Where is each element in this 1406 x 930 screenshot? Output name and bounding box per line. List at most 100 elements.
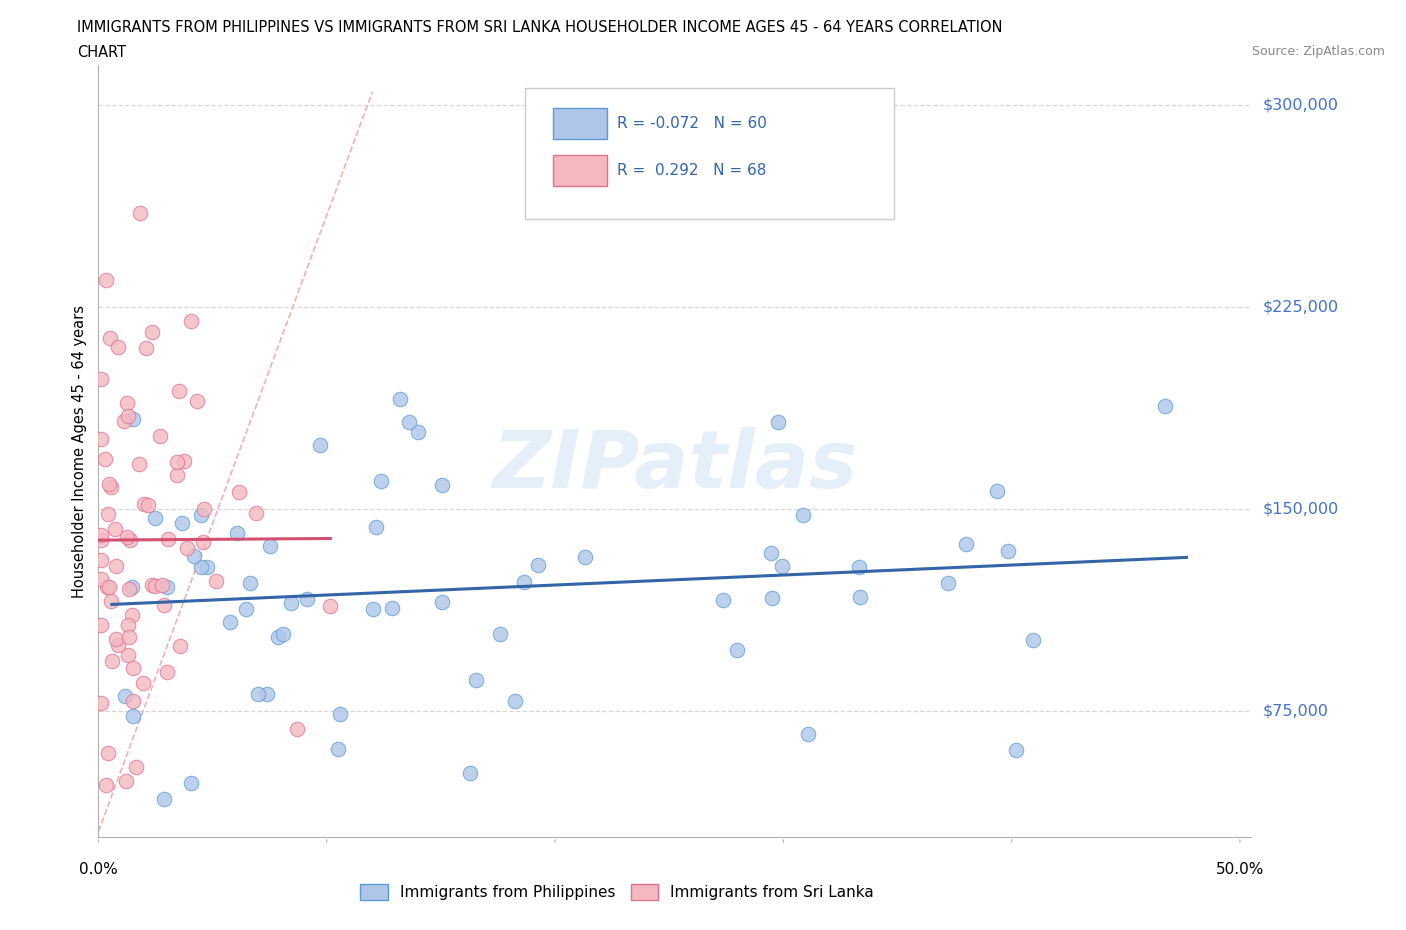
Point <box>527 558 550 573</box>
Point <box>193 535 215 550</box>
Point <box>247 686 270 701</box>
Point <box>1154 399 1177 414</box>
Point <box>122 412 145 427</box>
Point <box>205 574 228 589</box>
Point <box>235 601 257 616</box>
Point <box>458 765 481 780</box>
Point <box>183 549 205 564</box>
Point <box>186 393 208 408</box>
Point <box>97 746 120 761</box>
Text: CHART: CHART <box>77 45 127 60</box>
Point <box>107 339 129 354</box>
Point <box>128 206 150 220</box>
Point <box>121 660 143 675</box>
Point <box>239 576 262 591</box>
Point <box>121 709 143 724</box>
Point <box>167 383 190 398</box>
Point <box>190 508 212 523</box>
Point <box>90 527 112 542</box>
Point <box>792 508 814 523</box>
Point <box>759 546 782 561</box>
Point <box>245 505 267 520</box>
Point <box>104 522 127 537</box>
Point <box>117 648 139 663</box>
Point <box>118 581 141 596</box>
Point <box>98 579 121 594</box>
Point <box>100 593 122 608</box>
Point <box>96 778 118 793</box>
Point <box>90 552 112 567</box>
Text: R =  0.292   N = 68: R = 0.292 N = 68 <box>617 164 766 179</box>
Point <box>176 540 198 555</box>
Point <box>97 477 120 492</box>
Point <box>849 590 872 604</box>
Point <box>117 530 139 545</box>
Point <box>107 638 129 653</box>
Point <box>285 722 308 737</box>
Point <box>90 532 112 547</box>
Point <box>143 511 166 525</box>
Point <box>105 631 128 646</box>
Point <box>96 579 118 594</box>
Point <box>166 467 188 482</box>
Text: $150,000: $150,000 <box>1263 501 1339 516</box>
Point <box>848 560 870 575</box>
Point <box>1004 742 1026 757</box>
Point <box>149 428 172 443</box>
Point <box>430 594 453 609</box>
Point <box>195 560 218 575</box>
Point <box>398 415 420 430</box>
Text: $225,000: $225,000 <box>1263 299 1339 314</box>
Text: $300,000: $300,000 <box>1263 98 1339 113</box>
Point <box>117 409 139 424</box>
Point <box>156 579 179 594</box>
Point <box>90 696 112 711</box>
Point <box>157 532 180 547</box>
Point <box>1022 632 1045 647</box>
Point <box>141 325 163 339</box>
Point <box>955 537 977 551</box>
Point <box>725 643 748 658</box>
Point <box>796 727 818 742</box>
Point <box>364 519 387 534</box>
Point <box>114 688 136 703</box>
Point <box>190 560 212 575</box>
Point <box>153 597 176 612</box>
Point <box>319 599 342 614</box>
Point <box>100 479 122 494</box>
Point <box>97 507 120 522</box>
Point <box>98 330 121 345</box>
Point <box>90 432 112 446</box>
Point <box>513 575 536 590</box>
Point <box>271 626 294 641</box>
Point <box>90 371 112 386</box>
Text: IMMIGRANTS FROM PHILIPPINES VS IMMIGRANTS FROM SRI LANKA HOUSEHOLDER INCOME AGES: IMMIGRANTS FROM PHILIPPINES VS IMMIGRANT… <box>77 20 1002 35</box>
Point <box>94 272 117 287</box>
Point <box>266 630 288 644</box>
Text: ZIPatlas: ZIPatlas <box>492 428 858 506</box>
Point <box>326 742 349 757</box>
Point <box>488 627 510 642</box>
Point <box>134 497 156 512</box>
Point <box>503 694 526 709</box>
Point <box>135 340 157 355</box>
Point <box>768 415 790 430</box>
Point <box>169 639 191 654</box>
Point <box>115 395 138 410</box>
Point <box>406 425 429 440</box>
Point <box>117 618 139 632</box>
Point <box>166 455 188 470</box>
Point <box>464 672 486 687</box>
Point <box>361 601 384 616</box>
Point <box>136 498 159 512</box>
Point <box>141 578 163 592</box>
Point <box>121 607 143 622</box>
Point <box>309 438 332 453</box>
Legend: Immigrants from Philippines, Immigrants from Sri Lanka: Immigrants from Philippines, Immigrants … <box>354 878 880 907</box>
Point <box>180 313 202 328</box>
Point <box>986 484 1008 498</box>
FancyBboxPatch shape <box>524 88 894 219</box>
FancyBboxPatch shape <box>553 154 607 185</box>
Point <box>173 453 195 468</box>
Point <box>370 473 392 488</box>
